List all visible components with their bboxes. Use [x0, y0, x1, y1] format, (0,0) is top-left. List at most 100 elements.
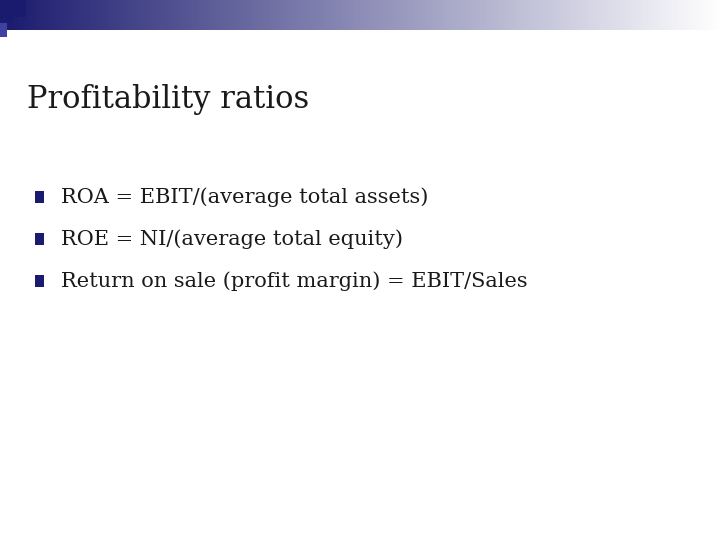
Bar: [163, 0, 166, 30]
Bar: [585, 0, 588, 30]
Bar: [598, 0, 600, 30]
Bar: [581, 0, 583, 30]
Bar: [115, 0, 117, 30]
Bar: [619, 0, 621, 30]
Bar: [499, 0, 502, 30]
Bar: [0, 0, 2, 30]
Bar: [653, 0, 655, 30]
Bar: [588, 0, 590, 30]
Bar: [365, 0, 367, 30]
Bar: [202, 0, 204, 30]
Bar: [125, 0, 127, 30]
Bar: [634, 0, 636, 30]
Bar: [250, 0, 252, 30]
Bar: [554, 0, 557, 30]
Bar: [45, 0, 48, 30]
Bar: [643, 0, 646, 30]
Bar: [655, 0, 657, 30]
Bar: [5, 0, 7, 30]
Bar: [50, 0, 53, 30]
Bar: [48, 0, 50, 30]
Bar: [144, 0, 146, 30]
Bar: [595, 0, 598, 30]
Bar: [7, 0, 9, 30]
Bar: [240, 0, 243, 30]
Bar: [168, 0, 171, 30]
Bar: [106, 0, 108, 30]
Bar: [518, 0, 521, 30]
Bar: [19, 0, 22, 30]
Bar: [99, 0, 101, 30]
Bar: [310, 0, 312, 30]
Bar: [646, 0, 648, 30]
Bar: [547, 0, 549, 30]
Bar: [63, 0, 65, 30]
Bar: [187, 0, 189, 30]
Bar: [578, 0, 581, 30]
Bar: [13, 0, 26, 17]
Bar: [660, 0, 662, 30]
Bar: [391, 0, 394, 30]
Bar: [35, 275, 44, 287]
Bar: [166, 0, 168, 30]
Bar: [708, 0, 711, 30]
Text: ROE = NI/(average total equity): ROE = NI/(average total equity): [61, 230, 403, 249]
Bar: [686, 0, 689, 30]
Bar: [243, 0, 245, 30]
Bar: [389, 0, 391, 30]
Bar: [297, 0, 300, 30]
Bar: [153, 0, 156, 30]
Bar: [516, 0, 518, 30]
Bar: [698, 0, 701, 30]
Bar: [672, 0, 675, 30]
Bar: [197, 0, 199, 30]
Bar: [142, 0, 144, 30]
Bar: [657, 0, 660, 30]
Bar: [312, 0, 315, 30]
Bar: [432, 0, 434, 30]
Bar: [41, 0, 43, 30]
Bar: [173, 0, 175, 30]
Bar: [307, 0, 310, 30]
Bar: [122, 0, 125, 30]
Bar: [130, 0, 132, 30]
Bar: [401, 0, 403, 30]
Bar: [485, 0, 487, 30]
Bar: [533, 0, 535, 30]
Bar: [329, 0, 331, 30]
Bar: [715, 0, 718, 30]
Bar: [449, 0, 451, 30]
Bar: [387, 0, 389, 30]
Bar: [557, 0, 559, 30]
Bar: [72, 0, 74, 30]
Bar: [12, 0, 14, 30]
Bar: [288, 0, 290, 30]
Bar: [110, 0, 113, 30]
Bar: [161, 0, 163, 30]
Bar: [487, 0, 490, 30]
Bar: [266, 0, 269, 30]
Bar: [562, 0, 564, 30]
Bar: [86, 0, 89, 30]
Bar: [612, 0, 614, 30]
Bar: [254, 0, 257, 30]
Bar: [0, 23, 7, 37]
Bar: [127, 0, 130, 30]
Bar: [420, 0, 423, 30]
Bar: [513, 0, 516, 30]
Bar: [36, 0, 38, 30]
Bar: [506, 0, 509, 30]
Bar: [317, 0, 319, 30]
Bar: [305, 0, 307, 30]
Bar: [621, 0, 624, 30]
Bar: [403, 0, 405, 30]
Bar: [230, 0, 233, 30]
Bar: [286, 0, 288, 30]
Bar: [355, 0, 358, 30]
Bar: [235, 0, 238, 30]
Bar: [629, 0, 631, 30]
Bar: [410, 0, 413, 30]
Bar: [569, 0, 571, 30]
Bar: [480, 0, 482, 30]
Bar: [600, 0, 603, 30]
